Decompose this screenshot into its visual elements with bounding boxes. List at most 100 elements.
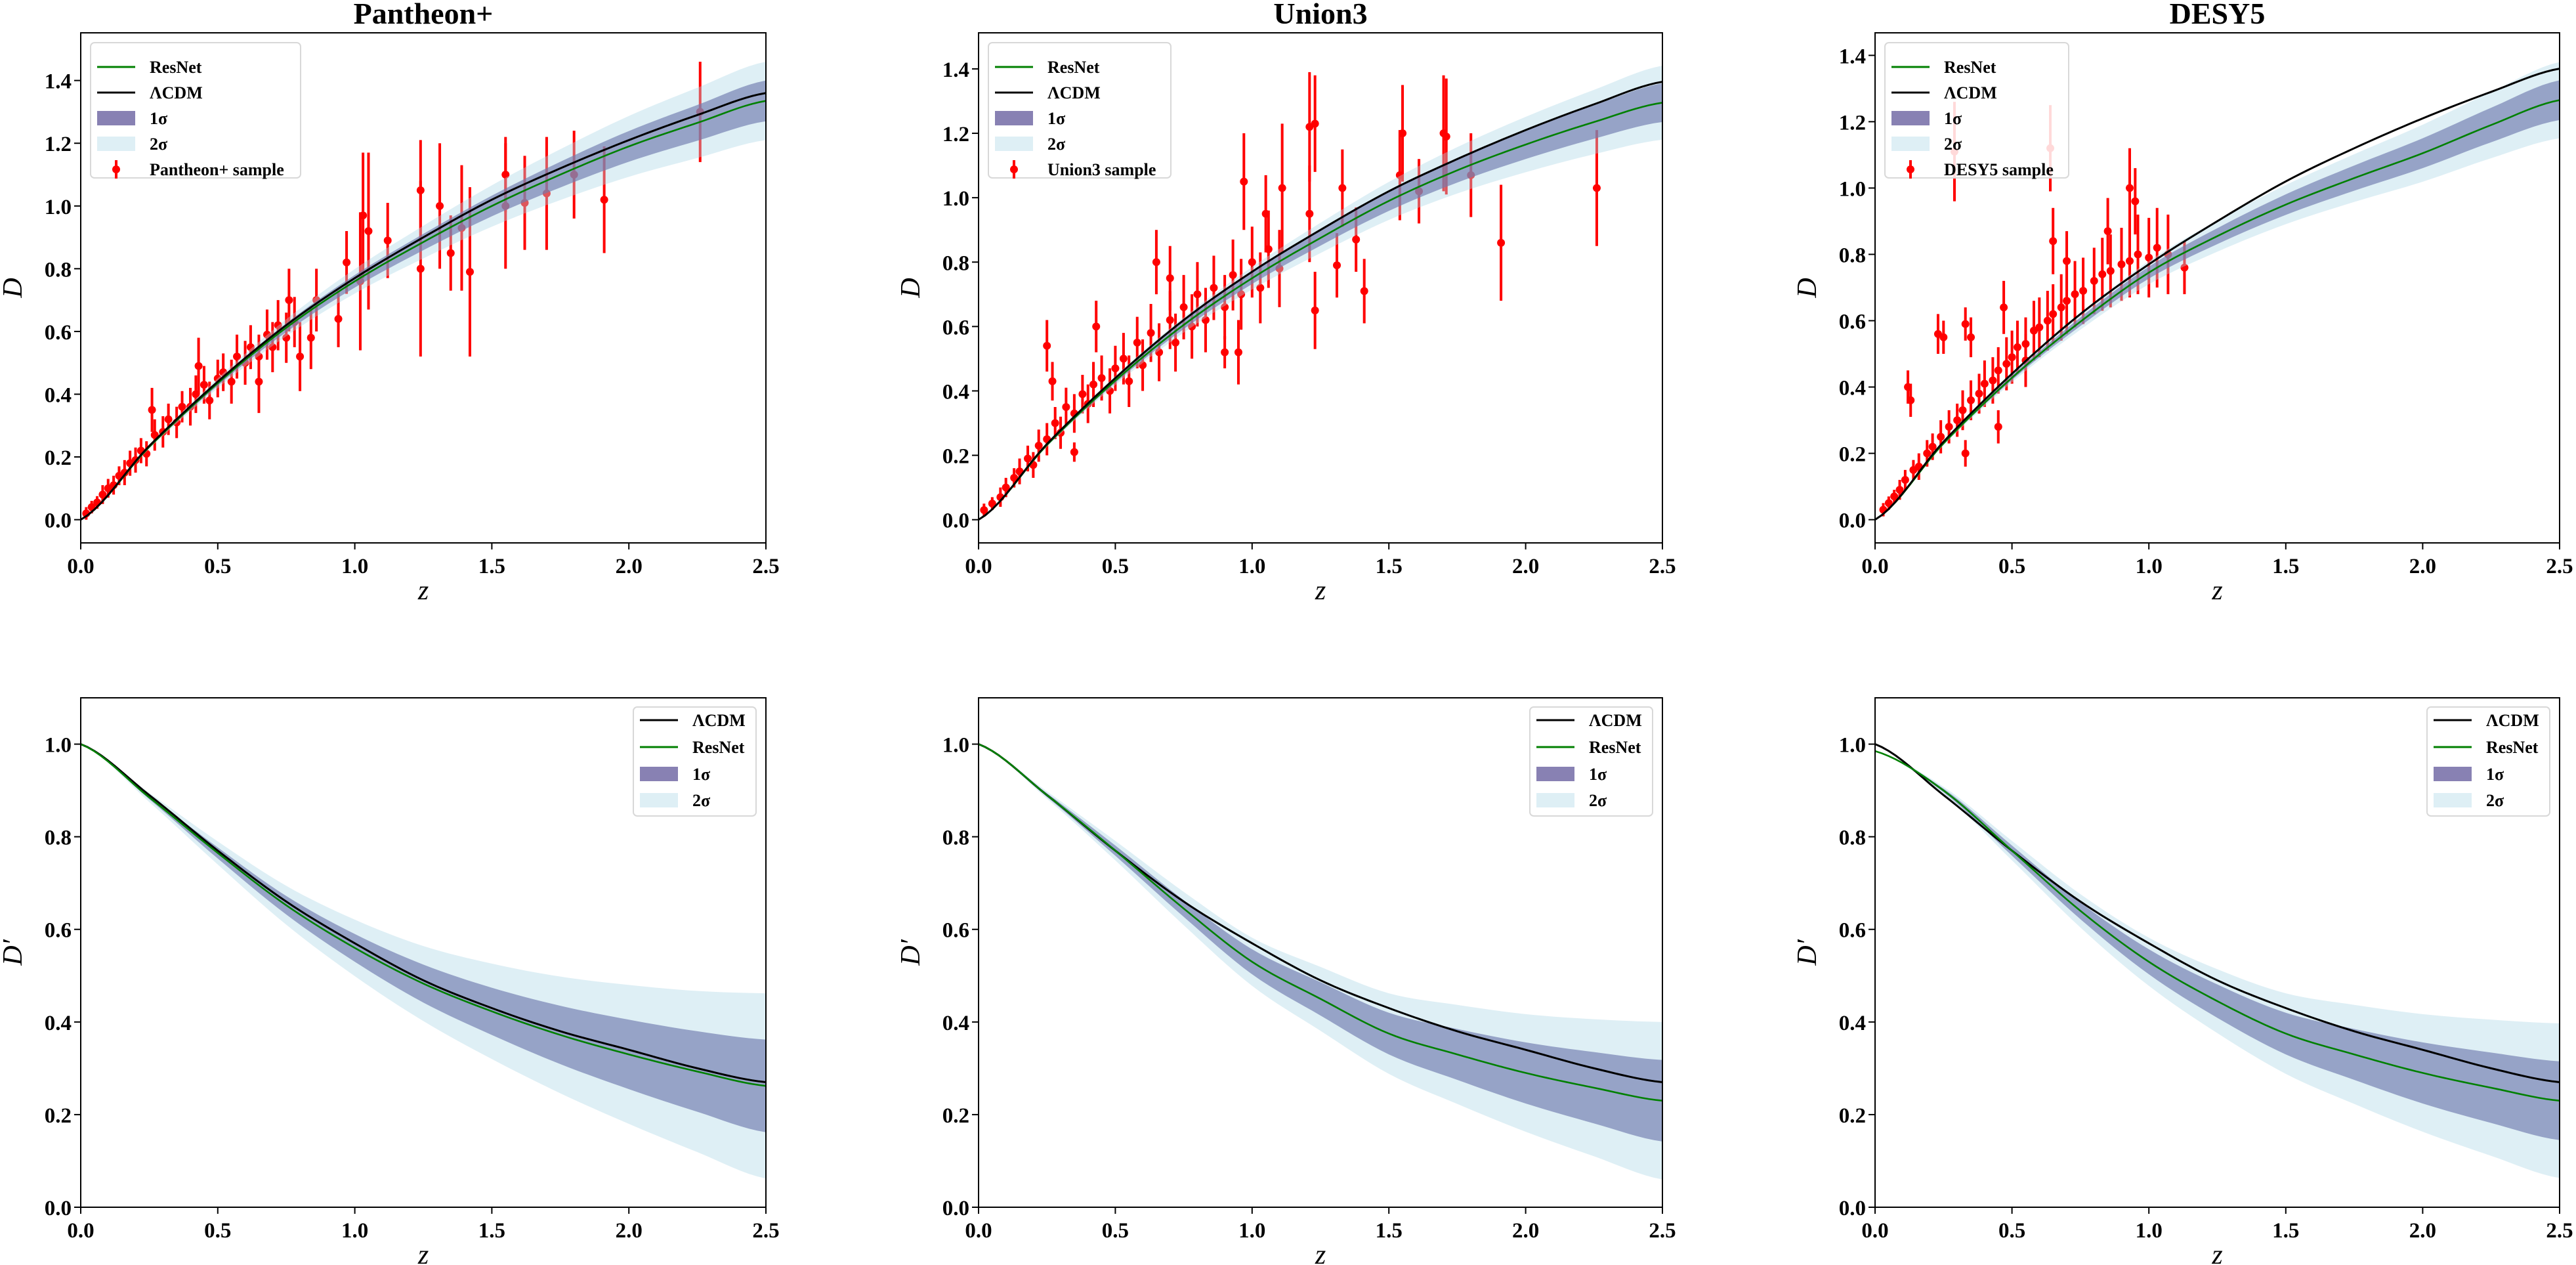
x-tick-label: 2.0 (2409, 1219, 2436, 1243)
data-point (1201, 316, 1210, 324)
data-point (1333, 261, 1341, 270)
data-point (1338, 184, 1347, 192)
data-point (306, 333, 315, 342)
y-tick-label: 1.0 (942, 734, 969, 758)
y-tick-label: 0.4 (1839, 377, 1866, 400)
y-tick-label: 0.2 (1839, 443, 1866, 467)
x-tick-label: 1.0 (1238, 555, 1265, 578)
y-tick-label: 0.8 (942, 251, 969, 275)
data-point (1975, 389, 1983, 398)
data-point (296, 353, 305, 361)
data-point (1311, 306, 1319, 314)
data-point (2145, 253, 2153, 262)
data-point (600, 196, 608, 204)
data-point (1895, 486, 1904, 494)
legend-box (90, 42, 301, 179)
band-1sigma (979, 83, 1662, 520)
subplot-title: Pantheon+ (354, 0, 494, 30)
data-point (2049, 310, 2058, 318)
plot-area (979, 743, 1662, 1180)
resnet-line (979, 743, 1662, 1102)
x-tick-label: 1.0 (341, 1219, 368, 1243)
axes-frame (1874, 32, 2560, 544)
data-point (2021, 339, 2030, 348)
x-tick-label: 0.0 (67, 555, 94, 578)
data-point (1937, 433, 1945, 441)
data-point (2063, 297, 2071, 305)
y-tick-label: 0.0 (1839, 1197, 1866, 1220)
y-tick-label: 0.0 (1839, 509, 1866, 533)
y-tick-label: 0.6 (1839, 919, 1866, 943)
legend: ΛCDM ResNet 1σ 2σ (633, 706, 757, 817)
legend-2sigma-swatch (1891, 137, 1930, 151)
data-point (1111, 364, 1120, 373)
data-point (194, 362, 203, 370)
data-point (2063, 257, 2071, 265)
data-point (2117, 260, 2126, 268)
data-point (1048, 377, 1057, 385)
data-point (2008, 353, 2016, 362)
x-tick-label: 0.0 (1861, 1219, 1888, 1243)
data-point (1592, 184, 1601, 192)
y-tick-label: 0.2 (45, 1104, 72, 1128)
resnet-line (1875, 750, 2560, 1102)
legend-label: 1σ (2486, 765, 2504, 784)
data-point (1928, 442, 1937, 451)
x-tick-label: 1.5 (2272, 1219, 2299, 1243)
lcdm-line (1875, 68, 2560, 521)
x-tick-label: 0.5 (204, 1219, 231, 1243)
y-tick-label: 0.2 (1839, 1104, 1866, 1128)
y-axis-label: D′ (896, 939, 926, 966)
legend-label: ΛCDM (1047, 83, 1101, 102)
data-point (988, 500, 996, 508)
data-point (1961, 449, 1970, 458)
data-point (1166, 316, 1174, 324)
data-point (1152, 258, 1160, 267)
legend-label: ΛCDM (1589, 711, 1642, 730)
y-tick-label: 0.6 (942, 316, 969, 339)
data-point (1070, 448, 1078, 456)
data-point (2090, 276, 2098, 285)
y-tick-label: 0.0 (45, 1197, 72, 1220)
legend-label: 1σ (1589, 765, 1607, 784)
legend-1sigma-swatch (995, 111, 1033, 125)
data-point (383, 236, 392, 245)
data-point (1923, 449, 1932, 458)
data-point (246, 343, 255, 351)
legend-2sigma-swatch (640, 793, 678, 807)
plot-area (81, 743, 766, 1179)
legend-label: 2σ (150, 135, 167, 154)
legend-label: ResNet (150, 58, 202, 77)
data-point (282, 333, 291, 342)
y-tick-label: 1.4 (45, 70, 72, 94)
data-point (1961, 320, 1970, 328)
data-point (416, 265, 425, 273)
legend-label: ΛCDM (2486, 711, 2539, 730)
data-point (1229, 270, 1237, 279)
y-axis-label: D′ (1792, 939, 1823, 966)
legend-label: ΛCDM (150, 83, 203, 102)
legend-label: ResNet (1944, 58, 1996, 77)
x-tick-label: 0.0 (67, 1219, 94, 1243)
data-point (1953, 416, 1962, 425)
legend-1sigma-swatch (640, 767, 678, 781)
legend-label: 2σ (1944, 135, 1962, 154)
lcdm-line (81, 743, 766, 1084)
y-axis-label: D (1792, 278, 1823, 298)
data-point (2106, 267, 2115, 275)
y-tick-label: 1.2 (1839, 111, 1866, 135)
data-point (205, 397, 214, 405)
band-1sigma (1875, 751, 2560, 1140)
legend-label: ΛCDM (692, 711, 746, 730)
x-axis-label: z (417, 1240, 429, 1265)
y-tick-label: 0.0 (45, 509, 72, 533)
data-point (1221, 303, 1229, 311)
data-point (233, 353, 242, 361)
data-point (1119, 354, 1128, 363)
legend-1sigma-swatch (1891, 111, 1930, 125)
data-point (1043, 341, 1051, 350)
legend-box (988, 42, 1172, 179)
y-tick-label: 0.4 (1839, 1012, 1866, 1035)
data-point (2153, 244, 2161, 252)
